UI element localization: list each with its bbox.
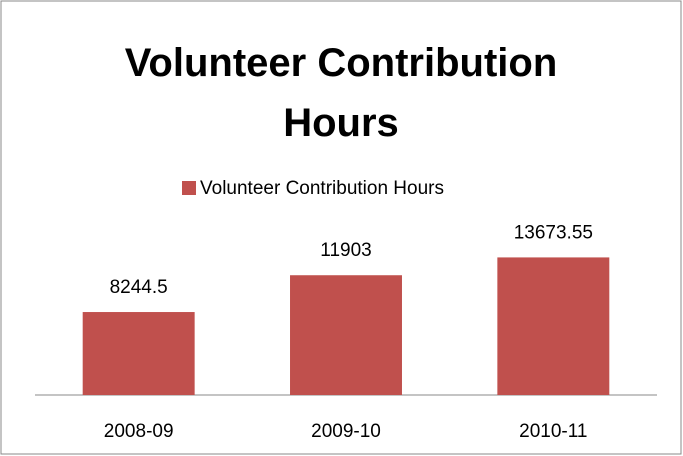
x-tick-label: 2009-10	[311, 421, 381, 442]
data-label: 8244.5	[110, 277, 168, 298]
bar	[290, 275, 402, 395]
legend-label: Volunteer Contribution Hours	[200, 178, 444, 199]
bar	[497, 257, 610, 395]
chart-title: Volunteer Contribution Hours	[124, 41, 558, 145]
legend-swatch	[182, 181, 196, 195]
x-tick-label: 2010-11	[519, 421, 587, 442]
x-tick-label: 2008-09	[104, 421, 174, 442]
data-label: 11903	[320, 240, 371, 261]
bar	[82, 312, 195, 395]
data-label: 13673.55	[514, 222, 593, 243]
